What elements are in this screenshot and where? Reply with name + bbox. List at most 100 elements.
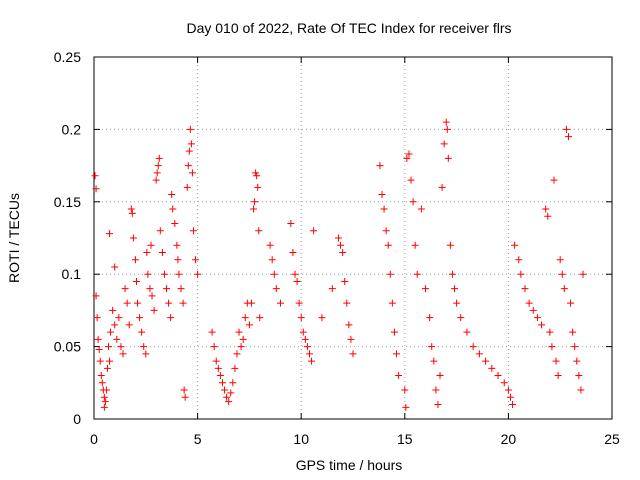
data-point <box>571 343 579 351</box>
data-point <box>488 364 496 372</box>
data-point <box>440 140 448 148</box>
x-tick-label: 20 <box>501 431 517 447</box>
data-point <box>100 393 108 401</box>
data-point <box>469 343 477 351</box>
data-point <box>573 357 581 365</box>
data-point <box>409 198 417 206</box>
data-point <box>453 299 461 307</box>
data-point <box>517 270 525 278</box>
chart-title: Day 010 of 2022, Rate Of TEC Index for r… <box>186 20 511 36</box>
y-tick-label: 0.1 <box>62 266 82 282</box>
data-point <box>428 343 436 351</box>
data-point <box>119 350 127 358</box>
data-point <box>388 299 396 307</box>
data-point <box>390 328 398 336</box>
data-point <box>334 234 342 242</box>
data-point <box>349 350 357 358</box>
data-point <box>328 285 336 293</box>
data-point <box>185 147 193 155</box>
data-point <box>299 328 307 336</box>
data-point <box>291 270 299 278</box>
data-point <box>117 343 125 351</box>
data-point <box>451 285 459 293</box>
y-tick-label: 0.05 <box>54 339 81 355</box>
data-point <box>163 285 171 293</box>
data-point <box>341 277 349 285</box>
data-point <box>111 263 119 271</box>
y-tick-label: 0.25 <box>54 49 81 65</box>
data-point <box>494 372 502 380</box>
data-point <box>256 314 264 322</box>
data-point <box>239 335 247 343</box>
data-point <box>105 343 113 351</box>
data-point <box>167 314 175 322</box>
data-point <box>544 212 552 220</box>
data-point <box>174 256 182 264</box>
data-point <box>106 230 114 238</box>
data-point <box>179 299 187 307</box>
data-point <box>125 321 133 329</box>
data-point <box>150 306 158 314</box>
data-point <box>422 285 430 293</box>
data-point <box>556 256 564 264</box>
data-point <box>186 125 194 133</box>
data-point <box>521 285 529 293</box>
data-point <box>214 364 222 372</box>
data-point <box>102 386 110 394</box>
data-point <box>144 270 152 278</box>
data-point <box>482 357 490 365</box>
data-point <box>160 270 168 278</box>
data-point <box>384 241 392 249</box>
data-point <box>187 140 195 148</box>
x-tick-label: 0 <box>90 431 98 447</box>
data-point <box>171 220 179 228</box>
data-point <box>254 183 262 191</box>
data-point <box>218 379 226 387</box>
data-point <box>180 386 188 394</box>
data-point <box>542 205 550 213</box>
data-point <box>318 314 326 322</box>
data-point <box>380 205 388 213</box>
plot-frame <box>93 56 613 420</box>
data-point <box>91 172 99 180</box>
data-point <box>121 285 129 293</box>
x-tick-label: 10 <box>293 431 309 447</box>
data-point <box>225 398 233 406</box>
data-point <box>511 241 519 249</box>
data-point <box>448 270 456 278</box>
data-point <box>227 389 235 397</box>
data-point <box>560 285 568 293</box>
data-point <box>343 299 351 307</box>
data-point <box>147 241 155 249</box>
data-point <box>438 183 446 191</box>
data-point <box>270 270 278 278</box>
data-point <box>252 169 260 177</box>
data-point <box>181 393 189 401</box>
data-point <box>233 350 241 358</box>
axis-ticks <box>93 56 613 420</box>
data-point <box>436 372 444 380</box>
data-point <box>156 227 164 235</box>
data-point <box>569 328 577 336</box>
data-point <box>305 350 313 358</box>
data-point <box>401 386 409 394</box>
data-point <box>403 154 411 162</box>
data-point <box>444 154 452 162</box>
y-tick-labels: 0 0.05 0.1 0.15 0.2 0.25 <box>54 49 81 427</box>
data-point <box>432 386 440 394</box>
data-point <box>111 321 119 329</box>
data-point <box>154 162 162 170</box>
data-point <box>395 372 403 380</box>
data-point <box>247 299 255 307</box>
data-point <box>301 335 309 343</box>
data-point <box>210 343 218 351</box>
data-point <box>241 314 249 322</box>
data-point <box>289 248 297 256</box>
data-point <box>138 328 146 336</box>
data-point <box>266 241 274 249</box>
data-point <box>402 403 410 411</box>
data-point <box>442 118 450 126</box>
data-point <box>173 241 181 249</box>
data-point <box>407 176 415 184</box>
